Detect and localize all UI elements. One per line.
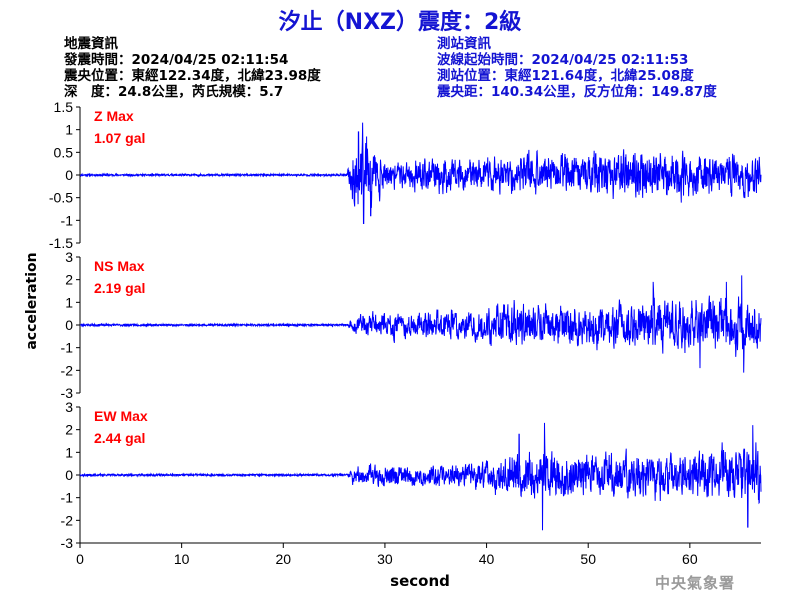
x-tick-label: 30 (377, 551, 393, 567)
origin-time: 發震時間：2024/04/25 02:11:54 (64, 52, 289, 68)
y-tick-label: 3 (65, 249, 73, 265)
x-axis-label: second (390, 572, 450, 590)
x-tick-label: 20 (275, 551, 291, 567)
station-info-heading: 測站資訊 (437, 36, 491, 52)
y-tick-label: 1 (65, 444, 73, 460)
max-label-ew: EW Max (94, 408, 148, 424)
y-tick-label: -2 (61, 362, 74, 378)
x-tick-label: 10 (174, 551, 190, 567)
y-tick-label: -3 (61, 535, 74, 551)
page-title: 汐止（NXZ）震度：2級 (278, 10, 522, 35)
y-tick-label: 1 (65, 122, 73, 138)
x-tick-label: 40 (479, 551, 495, 567)
max-value-z: 1.07 gal (94, 130, 145, 146)
station-location: 測站位置：東經121.64度，北緯25.08度 (437, 68, 694, 84)
x-tick-label: 60 (682, 551, 698, 567)
max-value-ns: 2.19 gal (94, 280, 145, 296)
station-info-block: 測站資訊 波線起始時間：2024/04/25 02:11:53 測站位置：東經1… (437, 36, 717, 100)
depth-magnitude: 深 度：24.8公里，芮氏規模：5.7 (64, 84, 284, 100)
y-axis-label: acceleration (24, 252, 40, 350)
y-tick-label: 0 (65, 317, 73, 333)
waveform-ns (79, 275, 762, 373)
y-tick-label: -0.5 (49, 190, 73, 206)
y-tick-label: 2 (65, 272, 73, 288)
x-tick-label: 0 (76, 551, 84, 567)
max-label-ns: NS Max (94, 258, 145, 274)
waveform-ew (79, 422, 762, 531)
max-label-z: Z Max (94, 108, 134, 124)
y-tick-label: 0 (65, 167, 73, 183)
wave-onset-time: 波線起始時間：2024/04/25 02:11:53 (437, 52, 689, 68)
max-value-ew: 2.44 gal (94, 430, 145, 446)
agency-watermark: 中央氣象署 (655, 574, 736, 592)
y-tick-label: 0 (65, 467, 73, 483)
y-tick-label: -3 (61, 385, 74, 401)
epicenter-location: 震央位置：東經122.34度，北緯23.98度 (64, 68, 321, 84)
y-tick-label: -1 (61, 340, 74, 356)
y-tick-label: 1.5 (54, 99, 74, 115)
y-tick-label: -1.5 (49, 235, 73, 251)
y-tick-label: 3 (65, 399, 73, 415)
y-tick-label: -2 (61, 512, 74, 528)
y-tick-label: 1 (65, 294, 73, 310)
y-tick-label: -1 (61, 212, 74, 228)
distance-azimuth: 震央距：140.34公里，反方位角：149.87度 (437, 84, 717, 100)
y-tick-label: 0.5 (54, 144, 74, 160)
x-tick-label: 50 (580, 551, 596, 567)
y-tick-label: 2 (65, 422, 73, 438)
earthquake-info-block: 地震資訊 發震時間：2024/04/25 02:11:54 震央位置：東經122… (64, 36, 321, 100)
y-tick-label: -1 (61, 490, 74, 506)
waveform-z (79, 122, 762, 225)
earthquake-info-heading: 地震資訊 (64, 36, 118, 52)
